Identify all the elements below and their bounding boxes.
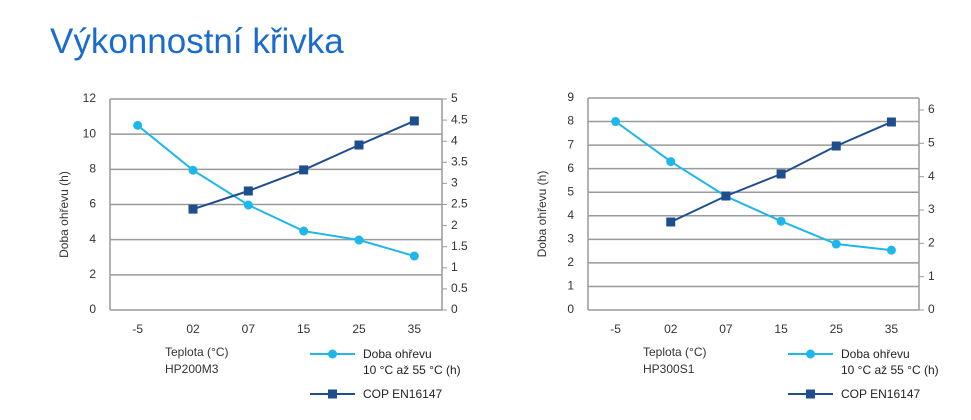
marker: [806, 349, 815, 359]
y-tick-label: 0: [567, 302, 574, 316]
y2-tick-label: 0: [928, 302, 935, 316]
marker: [243, 186, 253, 196]
legend-label: Doba ohřevu 10 °C až 55 °C (h): [841, 347, 939, 377]
marker: [886, 245, 896, 255]
x-tick-label: -5: [610, 322, 621, 336]
y2-tick-label: 4: [451, 133, 458, 147]
y-axis-label: Doba ohřevu (h): [57, 171, 71, 258]
series-line: [137, 124, 415, 257]
x-tick-label: 02: [664, 322, 678, 336]
y2-tick-label: 2: [928, 236, 935, 250]
x-axis-label: Teplota (°C): [643, 345, 707, 359]
marker: [806, 389, 815, 399]
marker: [611, 117, 621, 127]
marker: [409, 251, 419, 261]
x-tick-label: 02: [186, 322, 200, 336]
marker: [188, 165, 198, 175]
subtitle: HP300S1: [643, 362, 695, 376]
y-tick-label: 10: [83, 126, 97, 140]
marker: [831, 239, 841, 249]
y-tick-label: 5: [567, 184, 574, 198]
y2-tick-label: 0.5: [451, 281, 468, 295]
marker: [299, 165, 309, 175]
marker: [354, 140, 364, 150]
y-tick-label: 8: [89, 162, 96, 176]
y2-tick-label: 3: [451, 176, 458, 190]
marker: [886, 117, 896, 127]
legend-label: COP EN16147: [841, 387, 921, 401]
y2-tick-label: 1: [451, 260, 458, 274]
y-tick-label: 3: [567, 232, 574, 246]
y-tick-label: 2: [567, 255, 574, 269]
y-tick-label: 6: [89, 197, 96, 211]
marker: [188, 204, 198, 214]
marker: [299, 226, 309, 236]
y2-tick-label: 5: [451, 91, 458, 105]
x-tick-label: 07: [242, 322, 256, 336]
x-tick-label: 15: [774, 322, 788, 336]
marker: [243, 200, 253, 210]
y-axis-label: Doba ohřevu (h): [535, 171, 549, 258]
subtitle: HP200M3: [165, 362, 219, 376]
x-axis-label: Teplota (°C): [165, 345, 229, 359]
y-tick-label: 1: [567, 279, 574, 293]
y2-tick-label: 2.5: [451, 197, 468, 211]
y2-tick-label: 6: [928, 102, 935, 116]
x-tick-label: -5: [132, 322, 143, 336]
marker: [354, 235, 364, 245]
y-tick-label: 0: [89, 302, 96, 316]
marker: [721, 191, 731, 201]
marker: [133, 120, 143, 130]
x-tick-label: 07: [719, 322, 733, 336]
y-tick-label: 12: [83, 91, 97, 105]
marker: [666, 217, 676, 227]
marker: [328, 389, 337, 399]
y-tick-label: 7: [567, 137, 574, 151]
legend-label: COP EN16147: [363, 387, 443, 401]
x-tick-label: 25: [352, 322, 366, 336]
legend-label: Doba ohřevu 10 °C až 55 °C (h): [363, 347, 461, 377]
y-tick-label: 4: [89, 232, 96, 246]
x-tick-label: 15: [297, 322, 311, 336]
y2-tick-label: 1: [928, 269, 935, 283]
series-line: [614, 120, 892, 252]
marker: [776, 169, 786, 179]
x-tick-label: 35: [408, 322, 422, 336]
y-tick-label: 6: [567, 161, 574, 175]
y-tick-label: 8: [567, 114, 574, 128]
marker: [328, 349, 337, 359]
y2-tick-label: 4: [928, 169, 935, 183]
y-tick-label: 4: [567, 208, 574, 222]
y-tick-label: 9: [567, 90, 574, 104]
marker: [409, 116, 419, 126]
marker: [831, 141, 841, 151]
page-title: Výkonnostní křivka: [50, 22, 344, 61]
y2-tick-label: 5: [928, 136, 935, 150]
y2-tick-label: 1.5: [451, 239, 468, 253]
marker: [666, 157, 676, 167]
y2-tick-label: 2: [451, 218, 458, 232]
y2-tick-label: 3.5: [451, 154, 468, 168]
x-tick-label: 25: [830, 322, 844, 336]
y-tick-label: 2: [89, 267, 96, 281]
y2-tick-label: 0: [451, 302, 458, 316]
y2-tick-label: 4.5: [451, 112, 468, 126]
x-tick-label: 35: [885, 322, 899, 336]
marker: [776, 216, 786, 226]
y2-tick-label: 3: [928, 202, 935, 216]
